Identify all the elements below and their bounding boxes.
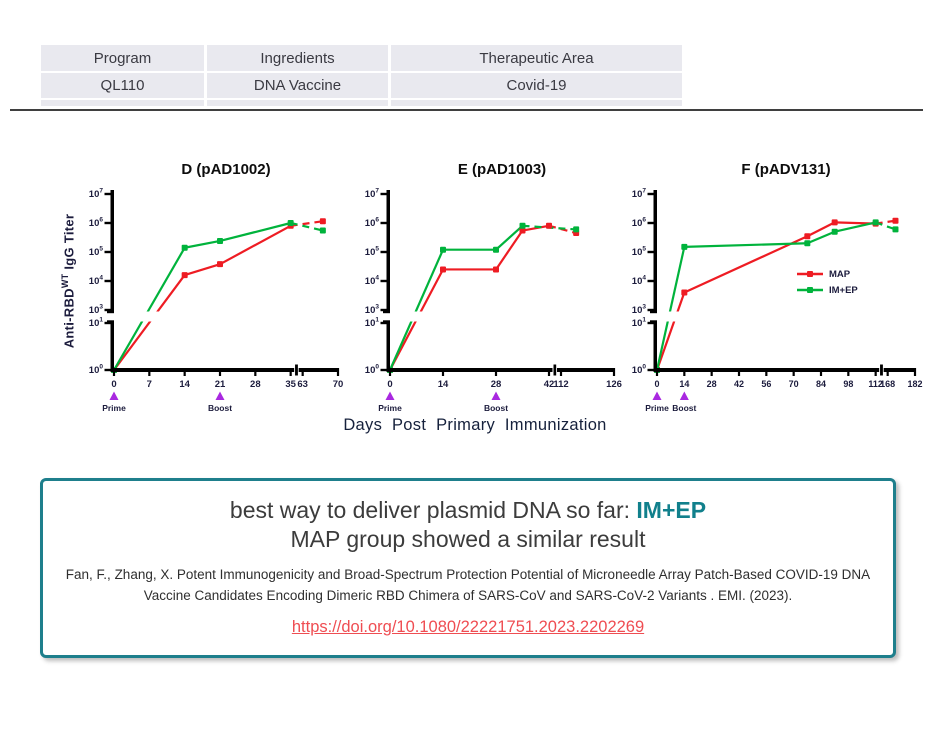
svg-text:63: 63 (297, 379, 308, 390)
svg-text:107: 107 (89, 188, 104, 201)
svg-text:106: 106 (632, 217, 647, 230)
svg-text:103: 103 (365, 304, 380, 317)
svg-text:D (pAD1002): D (pAD1002) (181, 161, 270, 178)
svg-text:100: 100 (89, 364, 104, 377)
svg-text:105: 105 (365, 246, 380, 259)
table-row: QL110 DNA Vaccine Covid-19 (41, 73, 682, 98)
svg-text:Prime: Prime (102, 403, 126, 413)
callout-line1: best way to deliver plasmid DNA so far: … (229, 497, 707, 523)
svg-text:105: 105 (632, 246, 647, 259)
svg-text:56: 56 (761, 379, 771, 389)
svg-text:28: 28 (491, 379, 502, 390)
svg-text:98: 98 (843, 379, 853, 389)
svg-text:14: 14 (438, 379, 449, 390)
svg-text:107: 107 (365, 188, 380, 201)
svg-text:Prime: Prime (378, 403, 402, 413)
svg-text:Boost: Boost (208, 403, 232, 413)
svg-text:168: 168 (880, 379, 895, 389)
svg-text:112: 112 (553, 379, 568, 390)
svg-text:0: 0 (387, 379, 392, 390)
svg-text:101: 101 (365, 317, 380, 330)
svg-text:103: 103 (632, 304, 647, 317)
svg-text:70: 70 (333, 379, 344, 390)
svg-text:101: 101 (632, 317, 647, 330)
callout-line2: MAP group showed a similar result (290, 526, 646, 552)
cell-therapeutic-area: Covid-19 (391, 73, 682, 98)
svg-text:126: 126 (606, 379, 622, 390)
svg-text:104: 104 (365, 275, 380, 288)
header-therapeutic-area: Therapeutic Area (391, 45, 682, 71)
svg-text:112: 112 (868, 379, 883, 389)
svg-text:70: 70 (789, 379, 799, 389)
svg-text:Boost: Boost (672, 403, 696, 413)
svg-text:E (pAD1003): E (pAD1003) (458, 161, 546, 178)
svg-text:103: 103 (89, 304, 104, 317)
divider-line (10, 109, 923, 111)
svg-text:28: 28 (707, 379, 717, 389)
svg-text:IM+EP: IM+EP (829, 285, 858, 296)
svg-text:35: 35 (285, 379, 296, 390)
svg-text:F (pADV131): F (pADV131) (741, 161, 830, 178)
svg-text:28: 28 (250, 379, 261, 390)
svg-text:107: 107 (632, 188, 647, 201)
svg-text:106: 106 (89, 217, 104, 230)
svg-text:105: 105 (89, 246, 104, 259)
svg-text:100: 100 (365, 364, 380, 377)
summary-callout: best way to deliver plasmid DNA so far: … (40, 478, 896, 658)
svg-text:104: 104 (632, 275, 647, 288)
table-header-row: Program Ingredients Therapeutic Area (41, 45, 682, 71)
svg-text:14: 14 (679, 379, 689, 389)
im-ep-highlight: IM+EP (636, 497, 707, 523)
svg-text:7: 7 (147, 379, 152, 390)
citation-text: Fan, F., Zhang, X. Potent Immunogenicity… (65, 567, 871, 603)
svg-text:104: 104 (89, 275, 104, 288)
cell-ingredients: DNA Vaccine (207, 73, 388, 98)
table-spacer-row (41, 100, 682, 106)
doi-link[interactable]: https://doi.org/10.1080/22221751.2023.22… (291, 617, 645, 636)
x-axis-label: Days Post Primary Immunization (343, 416, 607, 434)
header-ingredients: Ingredients (207, 45, 388, 71)
svg-text:Boost: Boost (484, 403, 508, 413)
svg-text:21: 21 (215, 379, 226, 390)
svg-text:101: 101 (89, 317, 104, 330)
svg-text:0: 0 (654, 379, 659, 389)
svg-text:42: 42 (544, 379, 555, 390)
header-program: Program (41, 45, 204, 71)
program-info-table: Program Ingredients Therapeutic Area QL1… (38, 43, 685, 108)
svg-text:42: 42 (734, 379, 744, 389)
svg-text:182: 182 (907, 379, 922, 389)
svg-text:14: 14 (179, 379, 190, 390)
svg-text:106: 106 (365, 217, 380, 230)
svg-text:84: 84 (816, 379, 826, 389)
svg-text:MAP: MAP (829, 269, 851, 280)
svg-text:0: 0 (111, 379, 116, 390)
cell-program: QL110 (41, 73, 204, 98)
svg-text:100: 100 (632, 364, 647, 377)
svg-text:Prime: Prime (645, 403, 669, 413)
